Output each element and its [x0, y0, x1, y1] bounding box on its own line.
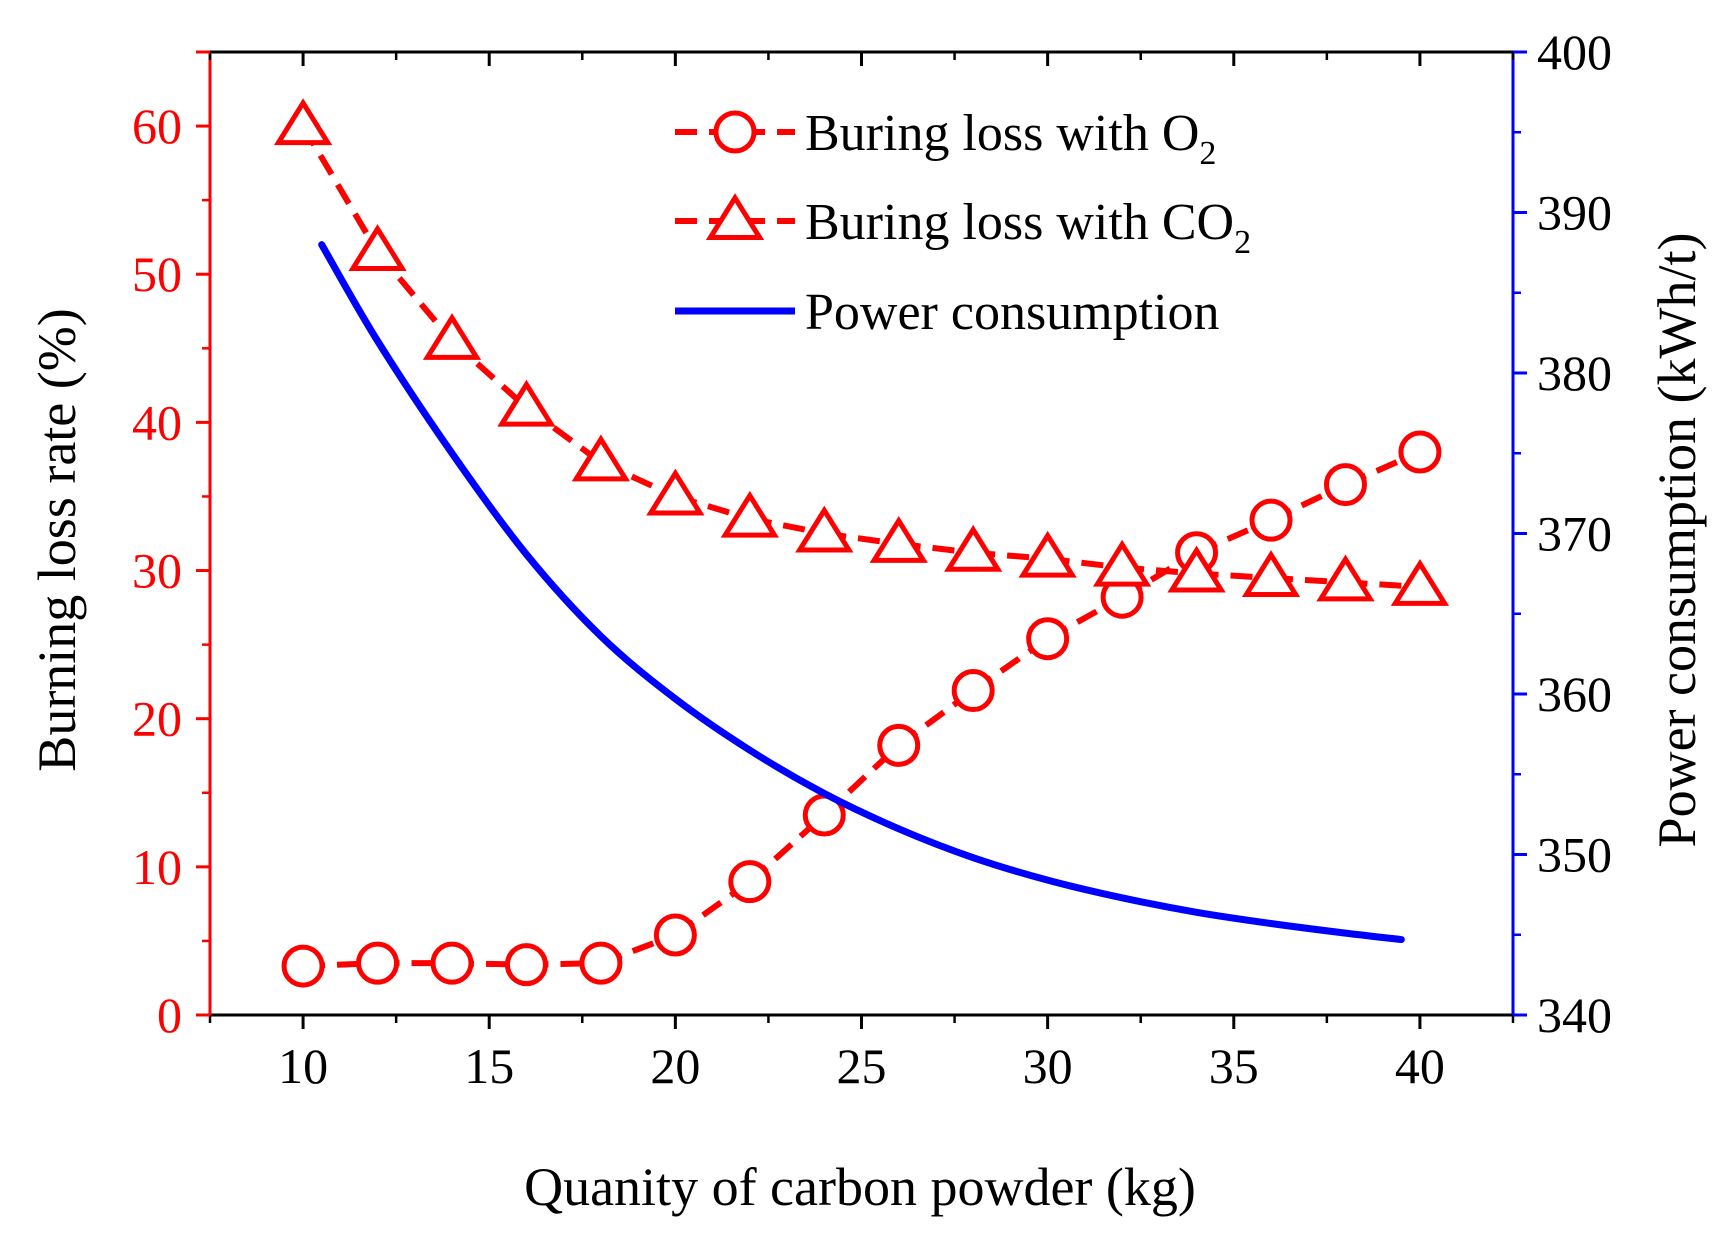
- o2-point: [281, 944, 325, 988]
- o2-point: [579, 941, 623, 985]
- o2-point: [1026, 617, 1070, 661]
- co2-point: [720, 490, 779, 538]
- o2-point: [951, 669, 995, 713]
- x-tick-label: 20: [650, 1038, 700, 1094]
- co2-point: [348, 224, 407, 272]
- legend: Buring loss with O2 Buring loss with CO2 P…: [675, 105, 1251, 341]
- co2-point: [1092, 539, 1152, 587]
- co2-point: [1390, 559, 1450, 606]
- x-tick-label: 30: [1023, 1038, 1073, 1094]
- legend-subscript: 2: [1199, 135, 1216, 172]
- y-right-tick-label: 370: [1537, 506, 1612, 562]
- y-right-tick-label: 380: [1537, 345, 1612, 401]
- power-consumption-line: [318, 241, 1405, 944]
- legend-marker-circle: [713, 110, 757, 154]
- o2-point: [430, 941, 474, 985]
- co2-point: [273, 98, 333, 146]
- co2-point: [1316, 554, 1375, 602]
- o2-point: [728, 860, 772, 904]
- x-tick-label: 10: [278, 1038, 328, 1094]
- x-tick-label: 15: [464, 1038, 514, 1094]
- o2-point: [877, 723, 921, 767]
- co2-point: [795, 505, 854, 553]
- legend-label: Buring loss with O2: [805, 105, 1216, 172]
- y-left-tick-label: 50: [132, 246, 182, 302]
- y-right-tick-label: 400: [1537, 24, 1612, 80]
- x-tick-label: 35: [1209, 1038, 1259, 1094]
- series-segment: [300, 124, 381, 254]
- y-left-tick-label: 10: [132, 839, 182, 895]
- co2-point: [571, 434, 631, 482]
- series-layer: [273, 98, 1450, 988]
- co2-point: [944, 524, 1003, 572]
- series-0: [281, 430, 1442, 988]
- y-right-tick-label: 340: [1537, 987, 1612, 1043]
- legend-entry-0: Buring loss with O2: [675, 105, 1216, 172]
- y-left-tick-label: 0: [157, 987, 182, 1043]
- legend-marker-triangle: [705, 193, 765, 240]
- co2-point: [1167, 545, 1226, 593]
- o2-point: [653, 913, 697, 957]
- y-left-tick-label: 60: [132, 98, 182, 154]
- x-tick-label: 25: [837, 1038, 887, 1094]
- x-axis: 10 15 20 25 30 35 40: [208, 52, 1515, 1094]
- legend-entry-2: Power consumption: [675, 284, 1220, 341]
- co2-point: [1241, 550, 1301, 597]
- y-axis-left: 0 10 20 30 40 50 60: [132, 50, 210, 1043]
- o2-point: [1249, 498, 1293, 542]
- legend-subscript: 2: [1234, 224, 1251, 261]
- co2-point: [422, 313, 482, 360]
- y-right-tick-label: 390: [1537, 185, 1612, 241]
- y-right-tick-label: 360: [1537, 666, 1612, 722]
- o2-point: [1398, 430, 1442, 474]
- legend-entry-1: Buring loss with CO2: [675, 193, 1251, 261]
- co2-point: [1018, 530, 1077, 578]
- y-right-tick-label: 350: [1537, 827, 1612, 883]
- legend-label: Buring loss with CO2: [805, 194, 1251, 261]
- co2-point: [646, 468, 705, 516]
- o2-point: [504, 943, 548, 987]
- y-left-tick-label: 20: [132, 691, 182, 747]
- x-axis-title: Quanity of carbon powder (kg): [524, 1157, 1196, 1217]
- series-2: [318, 241, 1405, 944]
- co2-point: [869, 516, 928, 563]
- series-1: [273, 98, 1450, 606]
- y-axis-right-title: Power consumption (kWh/t): [1647, 233, 1707, 848]
- o2-point: [1323, 463, 1367, 507]
- co2-point: [497, 379, 556, 427]
- y-axis-right: 340 350 360 370 380 390 400: [1513, 24, 1612, 1043]
- x-tick-label: 40: [1395, 1038, 1445, 1094]
- y-left-tick-label: 30: [132, 543, 182, 599]
- legend-label: Power consumption: [805, 284, 1220, 341]
- y-axis-left-title: Burning loss rate (%): [27, 308, 87, 771]
- o2-point: [356, 941, 400, 985]
- y-left-tick-label: 40: [132, 394, 182, 450]
